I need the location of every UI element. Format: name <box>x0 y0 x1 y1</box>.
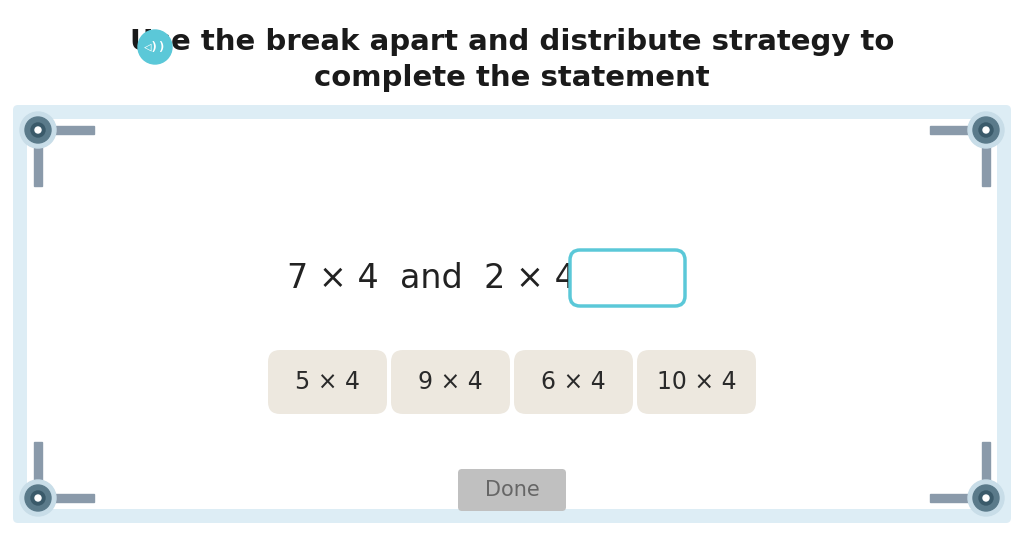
Circle shape <box>138 30 172 64</box>
Circle shape <box>979 491 993 505</box>
Circle shape <box>31 123 45 137</box>
FancyBboxPatch shape <box>268 350 387 414</box>
Circle shape <box>968 112 1004 148</box>
Circle shape <box>979 123 993 137</box>
Bar <box>52 126 94 134</box>
Circle shape <box>35 495 41 501</box>
Bar <box>982 144 990 186</box>
Text: 7 × 4  and  2 × 4  is: 7 × 4 and 2 × 4 is <box>287 262 624 295</box>
FancyBboxPatch shape <box>391 350 510 414</box>
Circle shape <box>25 485 51 511</box>
Circle shape <box>968 480 1004 516</box>
Circle shape <box>20 112 56 148</box>
Text: 6 × 4: 6 × 4 <box>541 370 606 394</box>
Text: Use the break apart and distribute strategy to: Use the break apart and distribute strat… <box>130 28 894 56</box>
Text: 10 × 4: 10 × 4 <box>656 370 736 394</box>
Text: Done: Done <box>484 480 540 500</box>
Bar <box>34 442 42 484</box>
Text: ◁)): ◁)) <box>143 41 166 54</box>
Circle shape <box>20 480 56 516</box>
FancyBboxPatch shape <box>13 105 1011 523</box>
Circle shape <box>25 117 51 143</box>
Text: complete the statement: complete the statement <box>314 64 710 92</box>
Circle shape <box>983 127 989 133</box>
Text: 9 × 4: 9 × 4 <box>418 370 483 394</box>
Circle shape <box>973 117 999 143</box>
FancyBboxPatch shape <box>637 350 756 414</box>
Circle shape <box>35 127 41 133</box>
Bar <box>930 494 972 502</box>
Bar <box>930 126 972 134</box>
FancyBboxPatch shape <box>514 350 633 414</box>
FancyBboxPatch shape <box>570 250 685 306</box>
Bar <box>34 144 42 186</box>
Circle shape <box>983 495 989 501</box>
Circle shape <box>31 491 45 505</box>
FancyBboxPatch shape <box>27 119 997 509</box>
Text: 5 × 4: 5 × 4 <box>295 370 360 394</box>
Circle shape <box>973 485 999 511</box>
Bar <box>982 442 990 484</box>
Bar <box>52 494 94 502</box>
FancyBboxPatch shape <box>458 469 566 511</box>
